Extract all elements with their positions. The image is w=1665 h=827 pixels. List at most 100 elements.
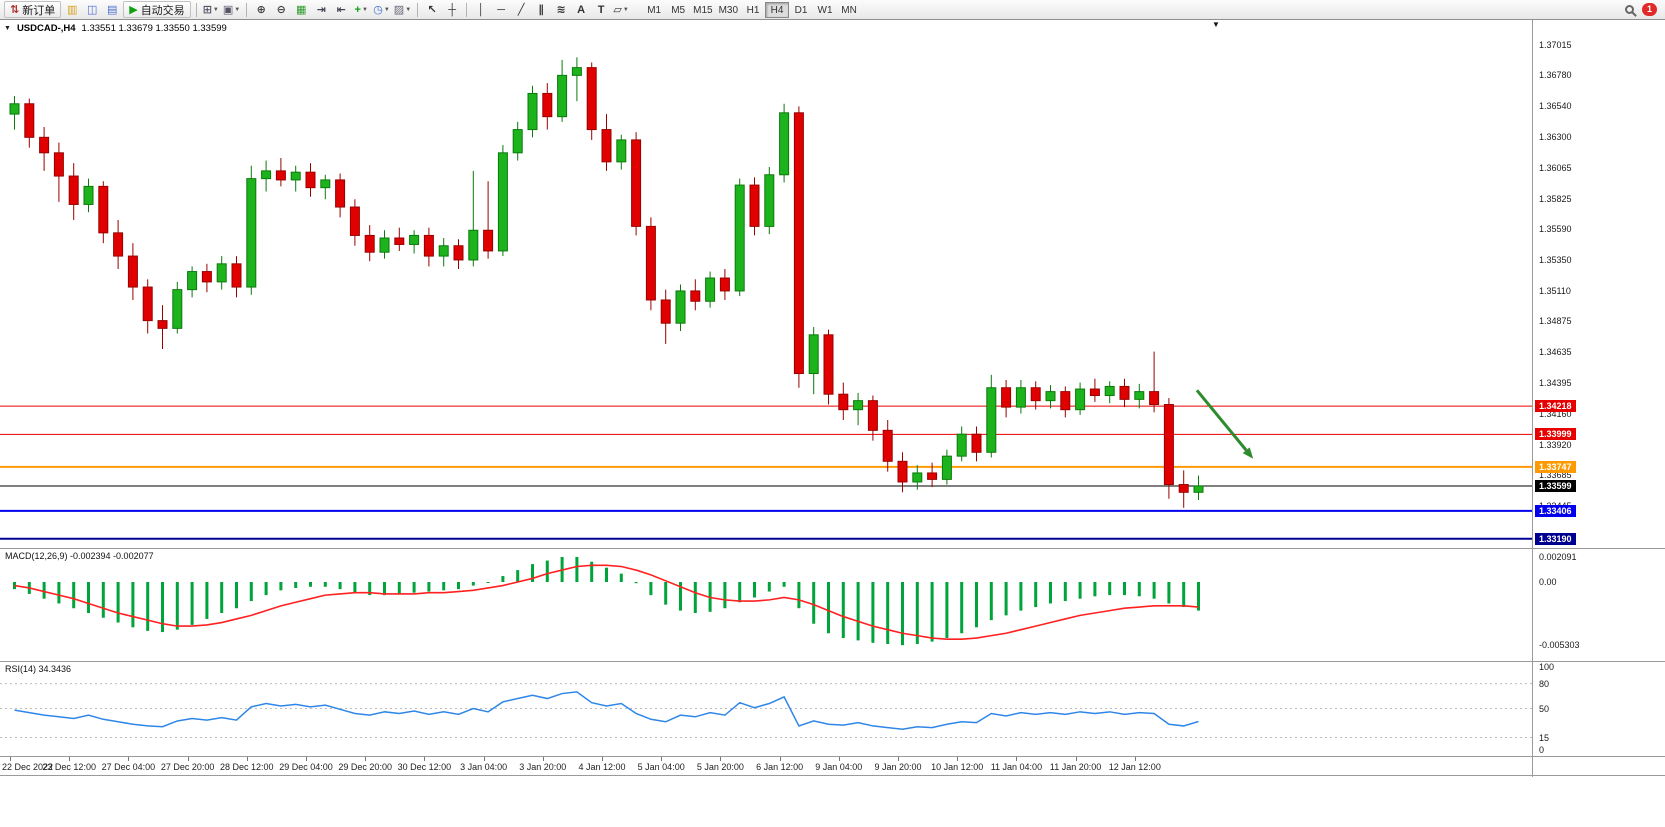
fibonacci-icon: ≋ — [556, 4, 566, 16]
macd-bar — [545, 560, 549, 582]
channel-icon[interactable]: ∥ — [532, 2, 550, 18]
periods-icon[interactable]: ◷ ▼ — [372, 2, 391, 18]
zoom-out-icon[interactable]: ⊖ — [272, 2, 290, 18]
data-window-icon[interactable]: ◫ — [83, 2, 101, 18]
shapes-icon[interactable]: ▱ ▼ — [612, 2, 630, 18]
timeframe-button-m15[interactable]: M15 — [693, 4, 713, 16]
price-tick-label: 1.33920 — [1539, 439, 1572, 450]
timeframe-button-mn[interactable]: MN — [841, 4, 857, 16]
timeframe-button-h1[interactable]: H1 — [746, 4, 760, 16]
indicators-icon: + — [354, 3, 361, 16]
candle-body — [231, 263, 242, 288]
vertical-line-icon: │ — [477, 3, 485, 16]
zoom-in-icon[interactable]: ⊕ — [252, 2, 270, 18]
candle-body — [468, 229, 479, 261]
candle-body — [483, 229, 494, 252]
timeframe-button-h4[interactable]: H4 — [765, 1, 790, 18]
candle-body — [275, 170, 286, 181]
candle-body — [512, 129, 523, 154]
time-tick — [483, 757, 485, 761]
macd-bar — [901, 582, 904, 646]
new-chart-icon[interactable]: ⊞ ▼ — [202, 2, 220, 18]
price-tick-label: 1.34395 — [1539, 378, 1572, 389]
time-label: 9 Jan 20:00 — [874, 762, 922, 772]
crosshair-icon[interactable]: ┼ — [443, 2, 461, 18]
time-label: 3 Jan 04:00 — [460, 762, 508, 772]
chart-collapse-icon[interactable]: ▼ — [4, 25, 11, 32]
candle-body — [53, 152, 64, 177]
chart-shift-icon[interactable]: ⇤ — [332, 2, 350, 18]
navigator-icon[interactable]: ▤ — [103, 2, 121, 18]
horizontal-line-icon[interactable]: ─ — [492, 2, 510, 18]
candles — [9, 57, 1204, 508]
candle-body — [867, 400, 878, 431]
candle-body — [68, 175, 79, 205]
price-chart[interactable] — [0, 36, 1532, 548]
candle-body — [1001, 387, 1012, 408]
macd-bar — [87, 582, 90, 613]
window-border — [0, 775, 1665, 776]
new-order-button[interactable]: ⇅ 新订单 — [4, 1, 62, 18]
arrow-head — [1242, 447, 1254, 459]
time-label: 23 Dec 12:00 — [42, 762, 96, 772]
time-label: 28 Dec 12:00 — [220, 762, 274, 772]
candle-body — [1089, 388, 1100, 396]
macd-bar — [767, 582, 771, 592]
timeframe-buttons: M1 M5 M15 M30 H1 H4 D1 W1 MN — [642, 1, 861, 18]
macd-bar — [590, 561, 594, 582]
candle-body — [956, 433, 967, 457]
auto-scroll-marker-icon[interactable]: ▼ — [1212, 20, 1220, 29]
level-lines — [0, 405, 1532, 540]
candle-body — [157, 320, 168, 329]
candle-body — [438, 245, 449, 257]
time-label: 5 Jan 04:00 — [637, 762, 685, 772]
text-icon[interactable]: A — [572, 2, 590, 18]
notification-badge[interactable]: 1 — [1642, 3, 1657, 16]
candle-body — [690, 290, 701, 302]
price-level-tag: 1.34218 — [1535, 400, 1576, 413]
trendline-icon[interactable]: ╱ — [512, 2, 530, 18]
timeframe-button-d1[interactable]: D1 — [794, 4, 808, 16]
panel-divider[interactable] — [0, 548, 1665, 549]
time-label: 9 Jan 04:00 — [815, 762, 863, 772]
timeframe-button-m30[interactable]: M30 — [718, 4, 739, 16]
price-axis[interactable]: 1.37015 1.36780 1.36540 1.36300 1.36065 1.358… — [1532, 20, 1665, 777]
candle-body — [941, 455, 952, 480]
timeframe-button-m5[interactable]: M5 — [671, 4, 686, 16]
chevron-down-icon: ▼ — [383, 6, 390, 13]
rsi-axis-label: 80 — [1539, 678, 1550, 689]
time-tick — [69, 757, 71, 761]
rsi-line — [14, 691, 1199, 731]
panel-divider[interactable] — [0, 661, 1665, 662]
auto-scroll-icon[interactable]: ⇥ — [312, 2, 330, 18]
autotrading-button[interactable]: ▶ 自动交易 — [123, 1, 191, 18]
macd-chart[interactable] — [0, 549, 1532, 661]
rsi-chart[interactable] — [0, 663, 1532, 756]
label-icon[interactable]: T — [592, 2, 610, 18]
candle-body — [1134, 391, 1145, 400]
tile-windows-icon[interactable]: ▦ — [292, 2, 310, 18]
macd-bar — [442, 582, 446, 591]
time-tick — [1016, 757, 1018, 761]
templates-icon[interactable]: ▨ ▼ — [393, 2, 412, 18]
macd-bar — [457, 582, 460, 590]
macd-bar — [205, 582, 209, 619]
cursor-icon[interactable]: ↖ — [423, 2, 441, 18]
fibonacci-icon[interactable]: ≋ — [552, 2, 570, 18]
time-label: 12 Jan 12:00 — [1108, 762, 1161, 772]
macd-bar — [856, 582, 860, 641]
market-watch-icon[interactable]: ▥ — [63, 2, 81, 18]
time-axis[interactable]: 22 Dec 2022 23 Dec 12:00 27 Dec 04:00 27 De… — [0, 757, 1532, 775]
timeframe-button-m1[interactable]: M1 — [647, 4, 662, 16]
timeframe-button-w1[interactable]: W1 — [817, 4, 833, 16]
search-icon[interactable] — [1625, 5, 1634, 14]
vertical-line-icon[interactable]: │ — [472, 2, 490, 18]
profiles-icon[interactable]: ▣ ▼ — [222, 2, 241, 18]
indicators-icon[interactable]: + ▼ — [352, 2, 370, 18]
candle-body — [749, 184, 760, 227]
macd-bar — [797, 582, 801, 609]
arrow-annotation[interactable] — [1195, 389, 1254, 459]
candle-body — [897, 460, 908, 483]
macd-bar — [575, 556, 579, 582]
macd-bar — [427, 582, 431, 592]
